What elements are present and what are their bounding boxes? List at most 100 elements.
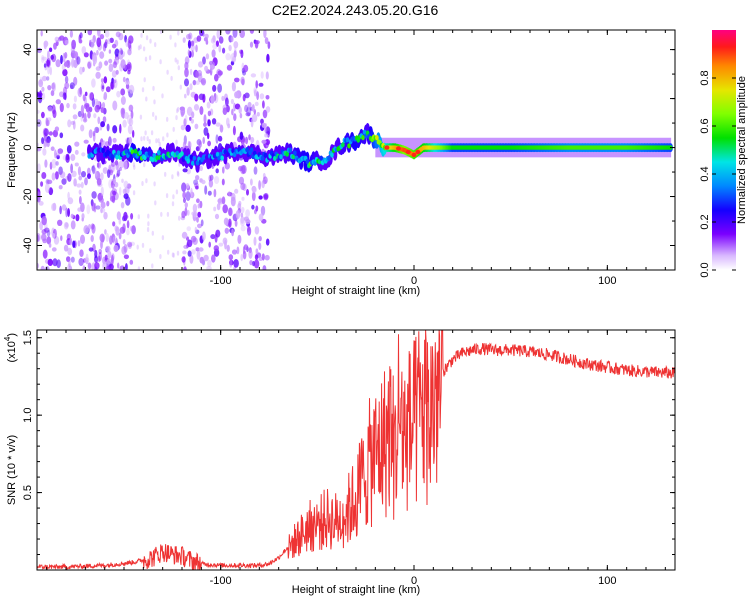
noise-speckle [42,249,48,259]
noise-speckle [261,122,267,128]
noise-speckle [240,212,244,218]
noise-speckle [100,240,103,250]
noise-speckle [203,122,207,127]
noise-speckle [202,30,205,37]
noise-speckle [227,207,233,217]
noise-speckle [122,188,127,195]
noise-speckle [98,61,103,69]
signal-core [215,151,220,157]
noise-speckle [255,80,258,89]
noise-speckle [107,169,111,179]
noise-speckle [240,225,246,232]
noise-speckle [201,179,206,185]
noise-speckle [115,69,119,75]
signal-core [327,155,331,161]
noise-speckle [151,263,154,269]
noise-speckle [64,52,68,59]
noise-speckle [202,136,205,145]
noise-speckle [195,146,200,152]
noise-speckle [51,82,55,90]
noise-speckle [123,180,129,189]
noise-speckle [115,226,120,236]
noise-speckle [86,204,91,215]
noise-speckle [106,123,110,132]
noise-speckle [154,115,158,121]
noise-speckle [62,92,67,100]
noise-speckle [103,91,108,101]
noise-speckle [123,112,129,119]
signal-core [191,160,195,166]
noise-speckle [262,109,268,119]
noise-speckle [80,112,83,122]
noise-speckle [191,249,196,255]
noise-speckle [80,234,85,244]
noise-speckle [112,137,117,143]
signal-core [115,154,119,160]
noise-speckle [74,141,80,147]
signal-core [375,135,379,141]
noise-speckle [199,30,204,37]
noise-speckle [206,101,211,109]
signal-core [220,155,224,161]
noise-speckle [120,202,125,209]
noise-speckle [40,265,45,270]
noise-speckle [170,75,173,81]
noise-speckle [131,225,136,235]
noise-speckle [214,176,220,184]
noise-speckle [197,223,202,229]
noise-speckle [38,79,43,85]
snr-y-axis-title: SNR (10 * v/v) [6,435,18,505]
noise-speckle [91,191,97,199]
noise-speckle [195,175,200,181]
noise-speckle [109,169,114,176]
noise-speckle [221,196,226,205]
noise-speckle [139,114,143,120]
noise-speckle [118,160,125,169]
noise-speckle [105,245,111,253]
noise-speckle [145,96,148,102]
noise-speckle [122,76,126,83]
noise-speckle [238,200,242,206]
noise-speckle [127,39,132,50]
noise-speckle [207,140,212,147]
signal-core [150,157,155,163]
noise-speckle [243,244,249,251]
noise-speckle [234,91,239,99]
noise-speckle [195,80,200,85]
noise-speckle [153,181,156,187]
noise-speckle [255,205,259,212]
noise-speckle [187,49,191,56]
noise-speckle [249,260,253,266]
y-tick-label: 40 [22,43,34,55]
signal-core [152,152,156,159]
noise-speckle [50,54,54,60]
noise-speckle [186,106,193,117]
noise-speckle [239,131,244,140]
signal-core [273,155,277,161]
noise-speckle [61,204,67,211]
noise-speckle [153,99,156,105]
noise-speckle [251,113,258,123]
snr-series-line [37,330,675,570]
noise-speckle [87,262,92,270]
noise-speckle [118,232,122,240]
noise-speckle [232,30,238,38]
noise-speckle [67,263,72,270]
noise-speckle [144,130,147,136]
noise-speckle [159,254,162,259]
noise-speckle [229,258,233,268]
noise-speckle [213,245,219,252]
signal-core [249,147,254,153]
noise-speckle [260,118,264,125]
noise-speckle [208,175,212,182]
noise-speckle [51,247,57,252]
noise-speckle [184,207,188,217]
noise-speckle [264,37,269,45]
noise-speckle [87,173,91,180]
noise-speckle [84,257,90,263]
noise-speckle [94,262,100,270]
signal-core [279,154,283,160]
noise-speckle [218,242,224,247]
noise-speckle [91,97,95,108]
signal-peak [396,146,401,151]
